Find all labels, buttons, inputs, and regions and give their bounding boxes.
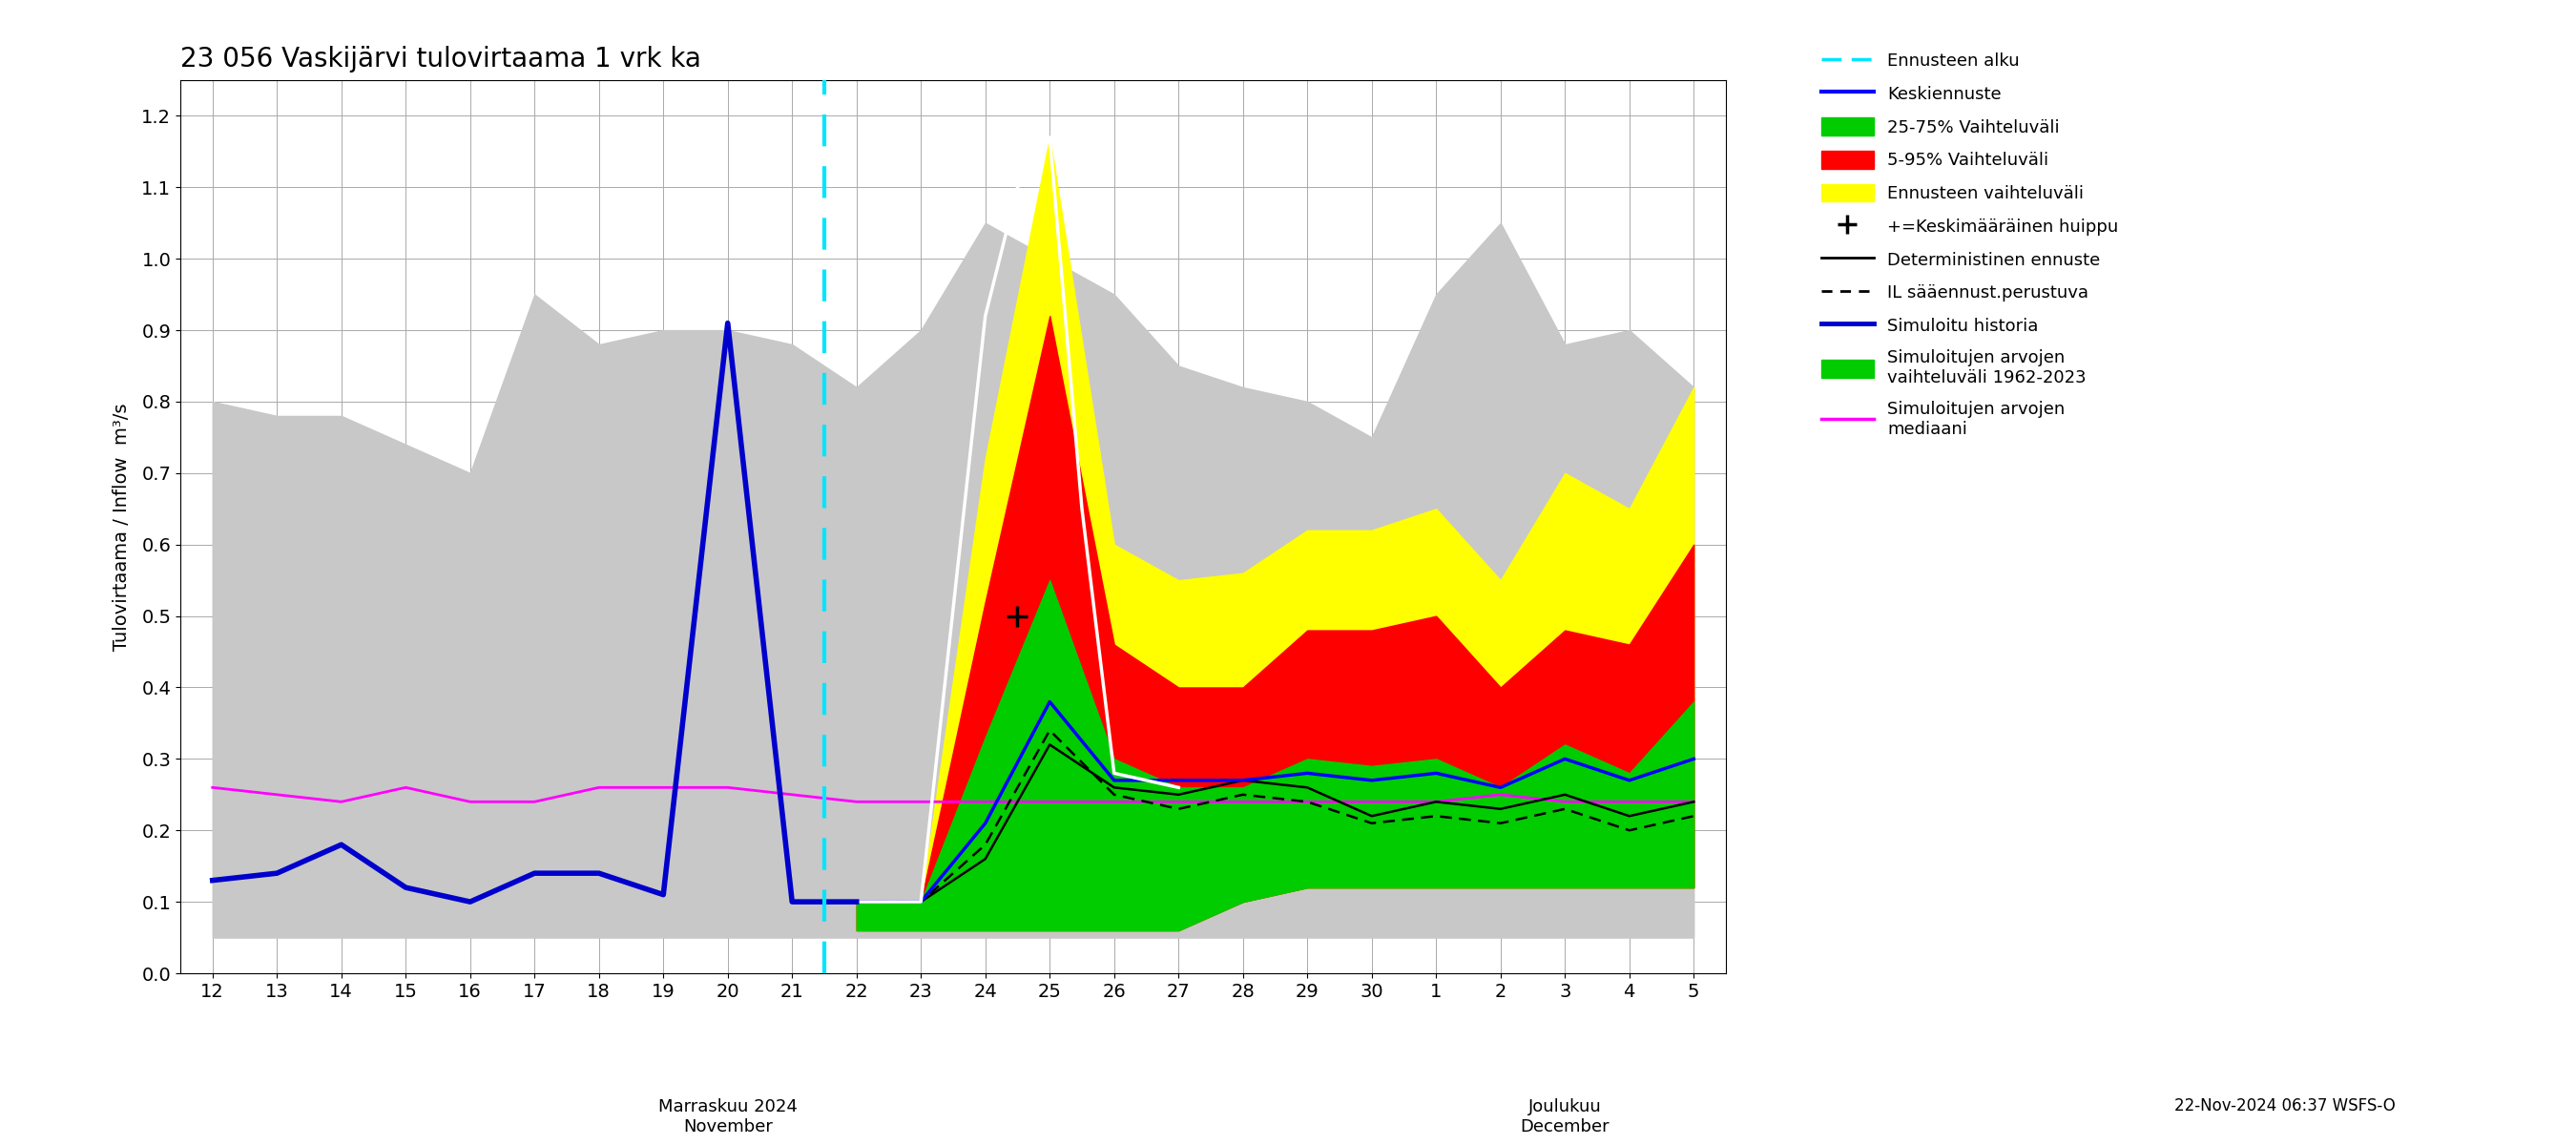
- Y-axis label: Tulovirtaama / Inflow  m³/s: Tulovirtaama / Inflow m³/s: [113, 403, 131, 650]
- Legend: Ennusteen alku, Keskiennuste, 25-75% Vaihteluväli, 5-95% Vaihteluväli, Ennusteen: Ennusteen alku, Keskiennuste, 25-75% Vai…: [1814, 44, 2128, 447]
- Text: 22-Nov-2024 06:37 WSFS-O: 22-Nov-2024 06:37 WSFS-O: [2174, 1097, 2396, 1114]
- Text: Marraskuu 2024
November: Marraskuu 2024 November: [657, 1098, 799, 1136]
- Text: Joulukuu
December: Joulukuu December: [1520, 1098, 1610, 1136]
- Text: 23 056 Vaskijärvi tulovirtaama 1 vrk ka: 23 056 Vaskijärvi tulovirtaama 1 vrk ka: [180, 46, 701, 72]
